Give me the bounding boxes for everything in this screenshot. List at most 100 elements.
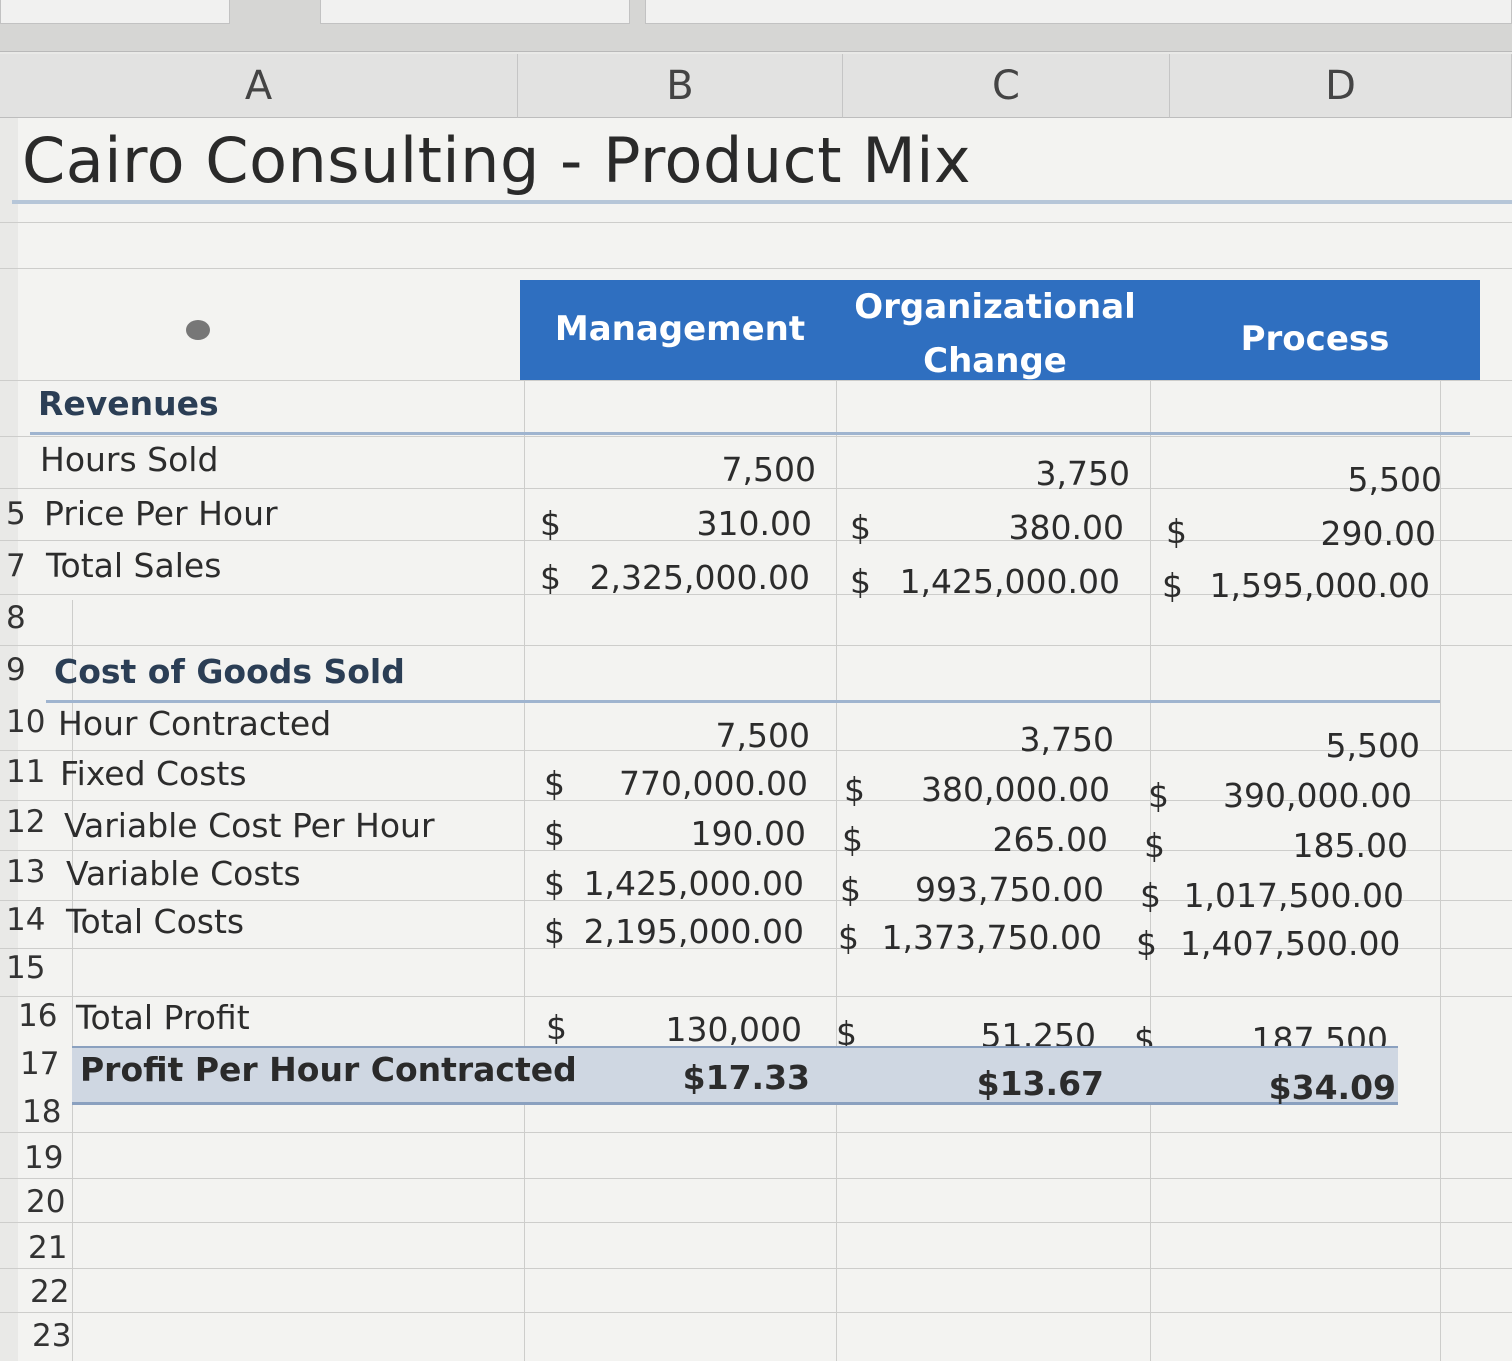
cell-b-profit-per-hour[interactable]: $17.33 [682, 1058, 810, 1097]
cell-c-hours-sold[interactable]: 3,750 [1035, 454, 1130, 493]
currency-symbol: $ [842, 820, 863, 859]
column-header-label: B [666, 62, 694, 109]
currency-symbol: $ [546, 1008, 567, 1047]
row-number[interactable]: 13 [6, 854, 46, 890]
cell-c-fixed-costs[interactable]: 380,000.00 [921, 770, 1110, 809]
row-label-fixed-costs[interactable]: Fixed Costs [60, 754, 247, 793]
row-number[interactable]: 19 [24, 1140, 64, 1176]
cell-b-variable-costs[interactable]: 1,425,000.00 [583, 864, 804, 903]
cursor-smudge [186, 320, 210, 340]
cell-c-price-per-hour[interactable]: 380.00 [1008, 508, 1124, 547]
currency-symbol: $ [1162, 566, 1183, 605]
formula-bar[interactable] [645, 0, 1512, 24]
cell-d-hours-sold[interactable]: 5,500 [1347, 460, 1442, 499]
row-label-variable-costs[interactable]: Variable Costs [66, 854, 301, 893]
cell-d-hour-contracted[interactable]: 5,500 [1325, 726, 1420, 765]
row-number[interactable]: 20 [26, 1184, 66, 1220]
currency-symbol: $ [544, 814, 565, 853]
row-number[interactable]: 17 [20, 1046, 60, 1082]
currency-symbol: $ [836, 1014, 857, 1053]
cell-c-total-sales[interactable]: 1,425,000.00 [899, 562, 1120, 601]
currency-symbol: $ [544, 912, 565, 951]
header-organizational: Organizational [854, 287, 1136, 327]
row-number[interactable]: 5 [6, 496, 26, 532]
header-management: Management [554, 309, 806, 349]
row-label-hour-contracted[interactable]: Hour Contracted [58, 704, 332, 743]
cell-c-profit-per-hour[interactable]: $13.67 [976, 1064, 1104, 1103]
section-revenues[interactable]: Revenues [38, 384, 219, 423]
row-number[interactable]: 12 [6, 804, 46, 840]
cell-b-variable-cost-per-hour[interactable]: 190.00 [690, 814, 806, 853]
cell-c-total-costs[interactable]: 1,373,750.00 [881, 918, 1102, 957]
row-number[interactable]: 22 [30, 1274, 70, 1310]
title-underline [12, 200, 1512, 204]
column-header-d[interactable]: D [1170, 54, 1512, 118]
row-label-price-per-hour[interactable]: Price Per Hour [44, 494, 278, 533]
total-row-band [72, 1046, 1398, 1102]
cell-d-fixed-costs[interactable]: 390,000.00 [1223, 776, 1412, 815]
currency-symbol: $ [540, 558, 561, 597]
currency-symbol: $ [844, 770, 865, 809]
row-number[interactable]: 10 [6, 704, 46, 740]
currency-symbol: $ [1148, 776, 1169, 815]
row-number[interactable]: 18 [22, 1094, 62, 1130]
currency-symbol: $ [1166, 512, 1187, 551]
row-number[interactable]: 16 [18, 998, 58, 1034]
row-number[interactable]: 7 [6, 548, 26, 584]
cell-b-total-profit[interactable]: 130,000 [665, 1010, 802, 1049]
cell-b-price-per-hour[interactable]: 310.00 [696, 504, 812, 543]
row-number[interactable]: 21 [28, 1230, 68, 1266]
cell-d-total-sales[interactable]: 1,595,000.00 [1209, 566, 1430, 605]
section-cost-of-goods-sold[interactable]: Cost of Goods Sold [54, 652, 405, 691]
currency-symbol: $ [544, 864, 565, 903]
row-label-total-sales[interactable]: Total Sales [46, 546, 222, 585]
cell-d-variable-costs[interactable]: 1,017,500.00 [1183, 876, 1404, 915]
currency-symbol: $ [850, 562, 871, 601]
cell-d-profit-per-hour[interactable]: $34.09 [1268, 1068, 1396, 1107]
cell-b-hours-sold[interactable]: 7,500 [721, 450, 816, 489]
formula-input[interactable] [320, 0, 630, 24]
row-number[interactable]: 14 [6, 902, 46, 938]
cell-b-fixed-costs[interactable]: 770,000.00 [619, 764, 808, 803]
sheet-title: Cairo Consulting - Product Mix [22, 124, 972, 197]
header-change: Change [923, 341, 1067, 381]
row-label-total-profit[interactable]: Total Profit [76, 998, 250, 1037]
row-number[interactable]: 8 [6, 600, 26, 636]
formula-bar-area [0, 0, 1512, 52]
header-process: Process [1240, 319, 1390, 359]
cell-d-price-per-hour[interactable]: 290.00 [1320, 514, 1436, 553]
column-header-c[interactable]: C [843, 54, 1170, 118]
currency-symbol: $ [840, 870, 861, 909]
currency-symbol: $ [838, 918, 859, 957]
currency-symbol: $ [544, 764, 565, 803]
cell-c-hour-contracted[interactable]: 3,750 [1019, 720, 1114, 759]
row-label-total-costs[interactable]: Total Costs [66, 902, 245, 941]
row-label-variable-cost-per-hour[interactable]: Variable Cost Per Hour [64, 806, 435, 845]
column-header-b[interactable]: B [518, 54, 843, 118]
cell-d-variable-cost-per-hour[interactable]: 185.00 [1292, 826, 1408, 865]
column-header-label: D [1325, 62, 1356, 109]
cell-c-variable-cost-per-hour[interactable]: 265.00 [992, 820, 1108, 859]
row-number[interactable]: 11 [6, 754, 46, 790]
currency-symbol: $ [850, 508, 871, 547]
row-label-profit-per-hour[interactable]: Profit Per Hour Contracted [80, 1050, 577, 1089]
cell-b-total-costs[interactable]: 2,195,000.00 [583, 912, 804, 951]
row-number[interactable]: 15 [6, 950, 46, 986]
category-header-band [520, 280, 1480, 380]
total-band-top-border [72, 1046, 1398, 1048]
row-number[interactable]: 23 [32, 1318, 72, 1354]
row-number[interactable]: 9 [6, 652, 26, 688]
cell-b-hour-contracted[interactable]: 7,500 [715, 716, 810, 755]
name-box[interactable] [0, 0, 230, 24]
currency-symbol: $ [540, 504, 561, 543]
cell-c-variable-costs[interactable]: 993,750.00 [915, 870, 1104, 909]
cell-d-total-costs[interactable]: 1,407,500.00 [1180, 924, 1401, 963]
currency-symbol: $ [1140, 876, 1161, 915]
row-label-hours-sold[interactable]: Hours Sold [40, 440, 219, 479]
section-rule [30, 432, 1470, 435]
column-header-label: A [244, 62, 273, 109]
currency-symbol: $ [1136, 924, 1157, 963]
section-rule [46, 700, 1440, 703]
cell-b-total-sales[interactable]: 2,325,000.00 [589, 558, 810, 597]
column-header-a[interactable]: A [0, 54, 518, 118]
